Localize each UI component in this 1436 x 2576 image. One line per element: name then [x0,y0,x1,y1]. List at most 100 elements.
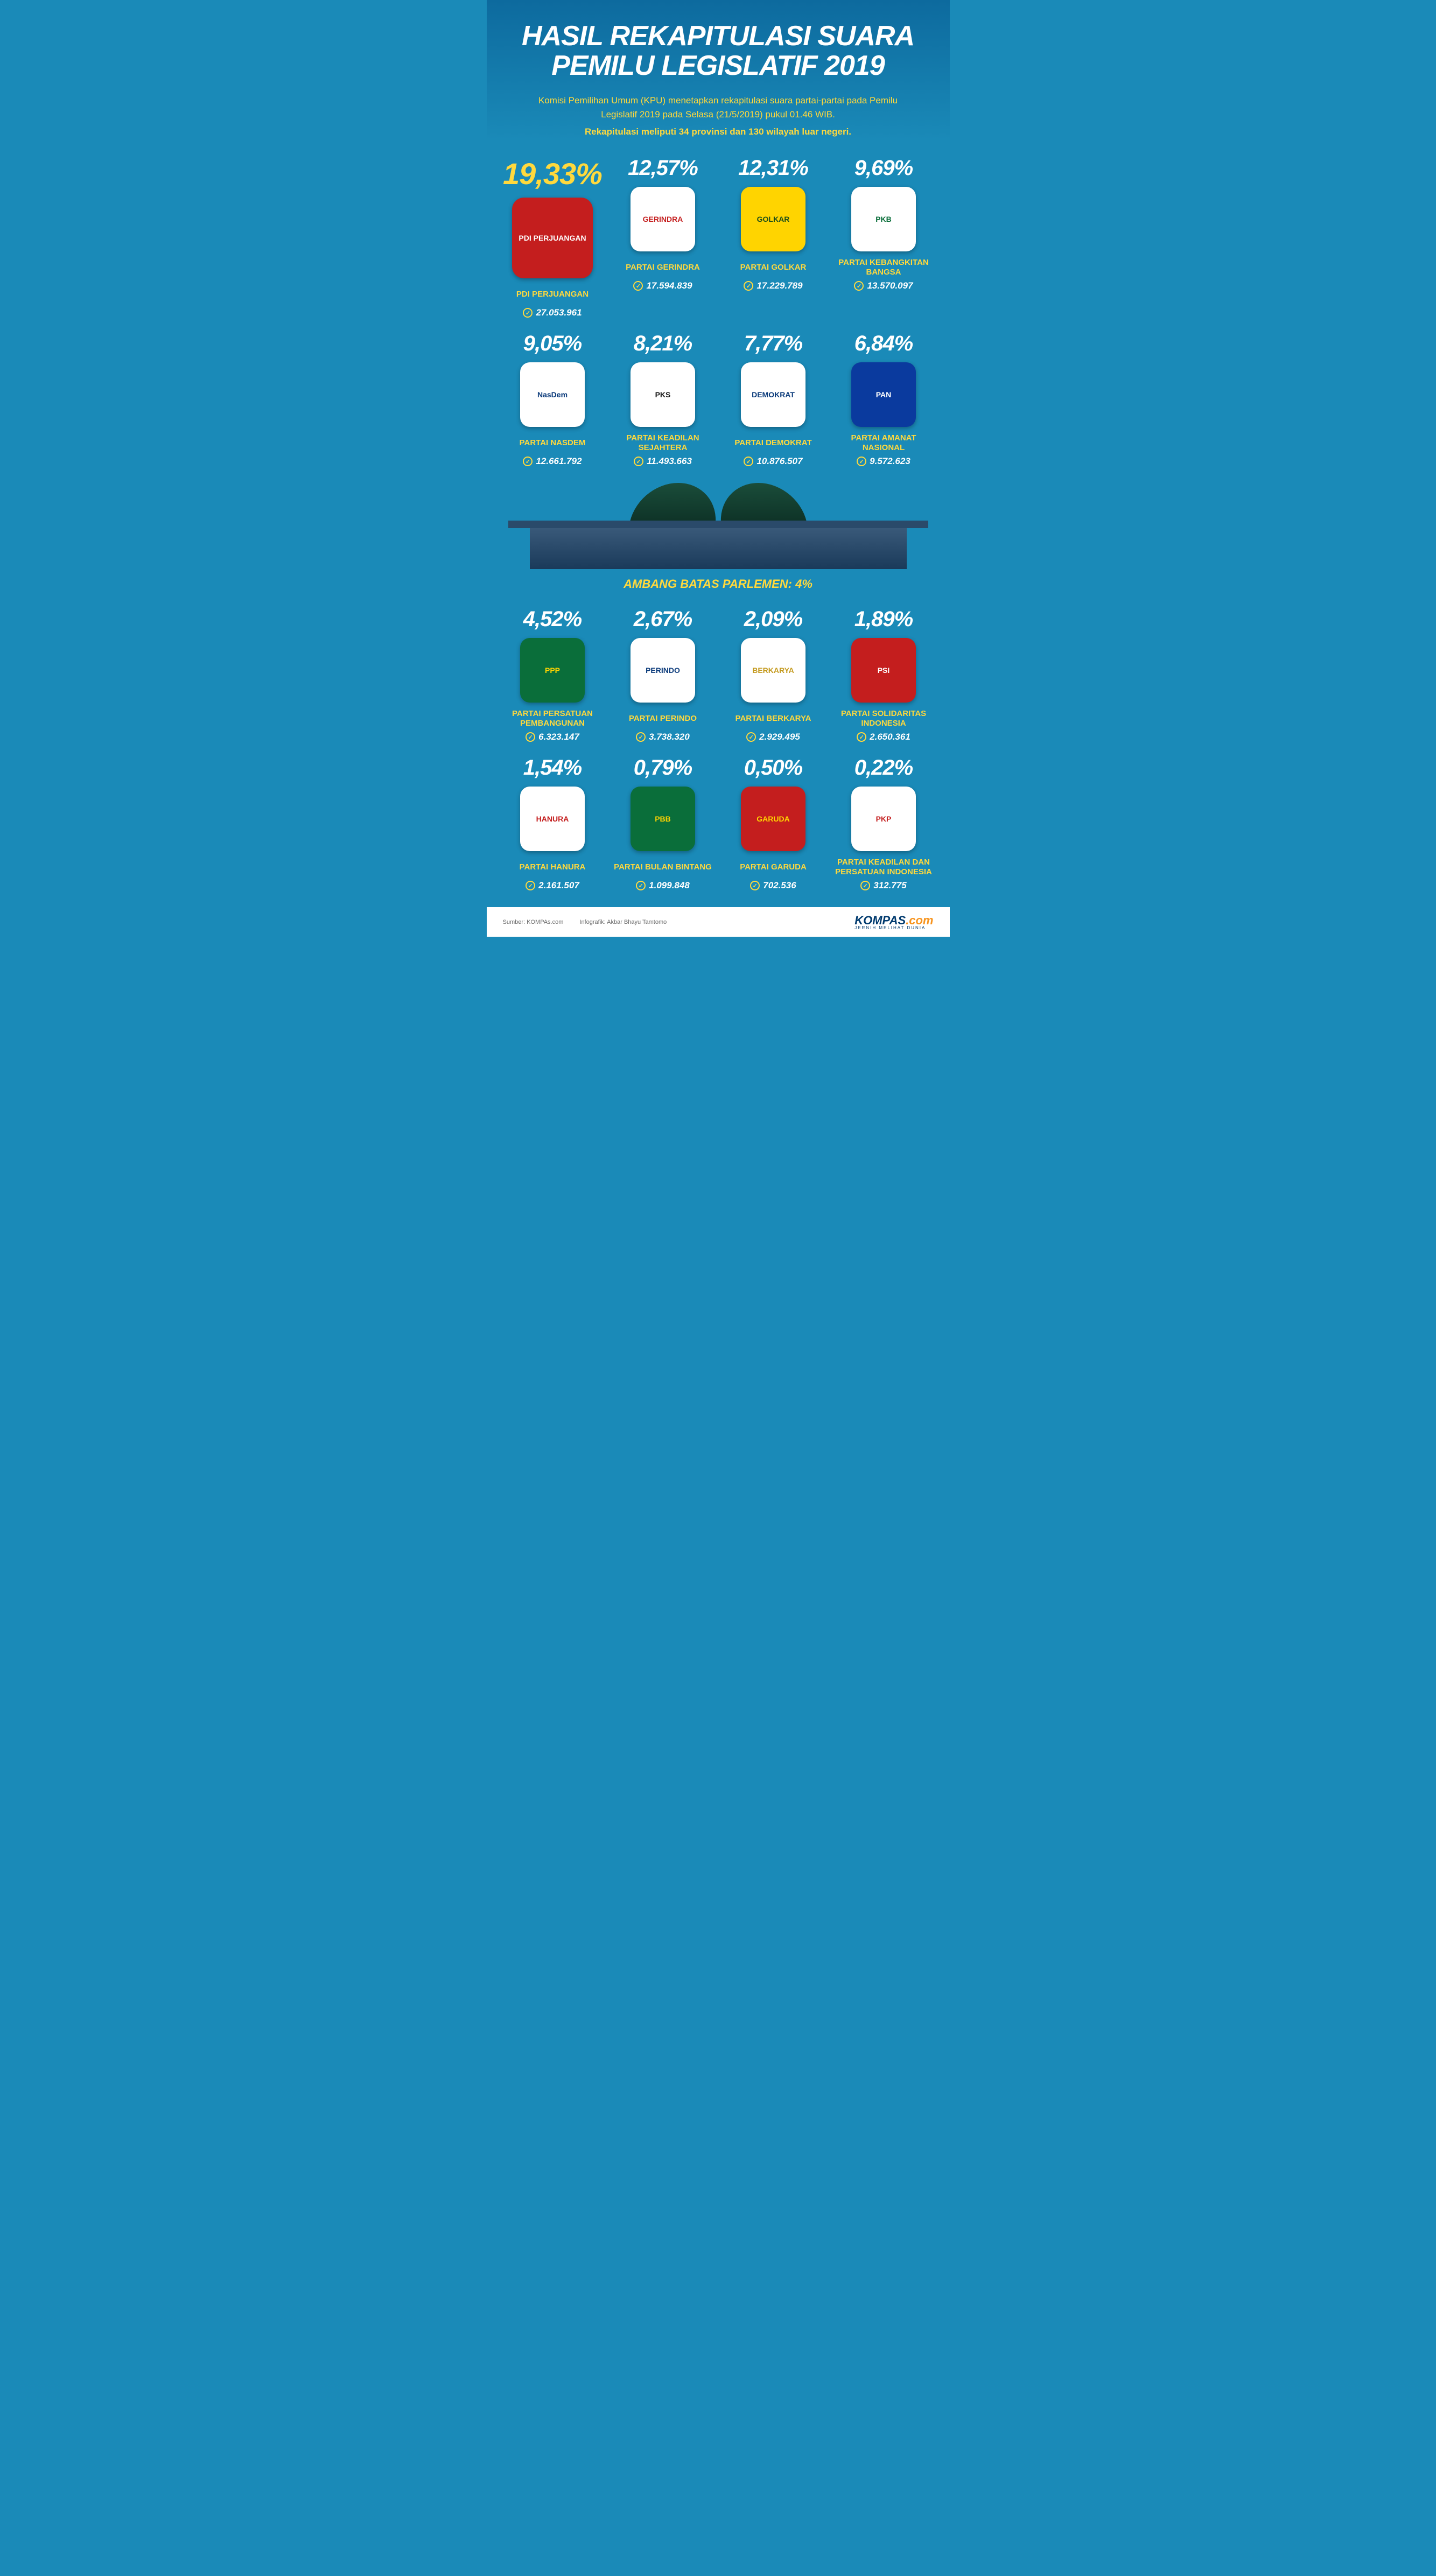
party-card: 1,54% HANURA PARTAI HANURA ✓2.161.507 [503,756,603,891]
party-percentage: 0,50% [724,756,823,780]
party-name: PARTAI DEMOKRAT [724,433,823,453]
party-name: PARTAI BERKARYA [724,709,823,728]
party-logo-icon: PKB [851,187,916,251]
check-icon: ✓ [744,281,753,291]
check-icon: ✓ [523,308,533,318]
check-icon: ✓ [633,281,643,291]
parties-grid-top: 19,33%PDI PERJUANGANPDI PERJUANGAN✓27.05… [503,156,934,467]
party-name: PARTAI AMANAT NASIONAL [834,433,934,453]
party-votes: ✓6.323.147 [503,732,603,742]
party-percentage: 19,33% [503,156,603,191]
check-icon: ✓ [526,732,535,742]
party-card: 2,67% PERINDO PARTAI PERINDO ✓3.738.320 [613,607,713,742]
building-roof-icon [715,483,807,526]
party-votes: ✓3.738.320 [613,732,713,742]
party-percentage: 12,57% [613,156,713,180]
party-votes: ✓2.650.361 [834,732,934,742]
source-text: Sumber: KOMPAs.com [503,919,564,925]
party-card: 0,50% GARUDA PARTAI GARUDA ✓702.536 [724,756,823,891]
party-logo-icon: PDI PERJUANGAN [512,198,593,278]
party-votes: ✓17.594.839 [613,280,713,291]
party-name: PARTAI PERSATUAN PEMBANGUNAN [503,709,603,728]
party-votes: ✓11.493.663 [613,456,713,467]
footer: Sumber: KOMPAs.com Infografik: Akbar Bha… [487,907,950,937]
party-card: 2,09%BERKARYAPARTAI BERKARYA✓2.929.495 [724,607,823,742]
party-logo-icon: PKP [851,787,916,851]
party-card: 4,52%PPPPARTAI PERSATUAN PEMBANGUNAN✓6.3… [503,607,603,742]
party-name: PARTAI BULAN BINTANG [613,858,713,877]
party-card: 19,33%PDI PERJUANGANPDI PERJUANGAN✓27.05… [503,156,603,318]
building-base-icon [530,526,907,569]
check-icon: ✓ [636,732,646,742]
party-logo-icon: PBB [631,787,695,851]
check-icon: ✓ [636,881,646,890]
party-card: 9,69%PKBPARTAI KEBANGKITAN BANGSA✓13.570… [834,156,934,318]
party-logo-icon: PPP [520,638,585,703]
party-name: PARTAI KEADILAN SEJAHTERA [613,433,713,453]
party-votes: ✓2.161.507 [503,880,603,891]
party-card: 0,79% PBB PARTAI BULAN BINTANG ✓1.099.848 [613,756,713,891]
party-percentage: 8,21% [613,332,713,356]
party-votes: ✓702.536 [724,880,823,891]
threshold-label: AMBANG BATAS PARLEMEN: 4% [487,577,950,591]
check-icon: ✓ [857,732,866,742]
party-logo-icon: NasDem [520,362,585,427]
party-votes: ✓312.775 [834,880,934,891]
check-icon: ✓ [526,881,535,890]
party-votes: ✓2.929.495 [724,732,823,742]
party-name: PARTAI NASDEM [503,433,603,453]
party-percentage: 6,84% [834,332,934,356]
party-percentage: 7,77% [724,332,823,356]
party-card: 9,05% NasDem PARTAI NASDEM ✓12.661.792 [503,332,603,467]
party-votes: ✓17.229.789 [724,280,823,291]
subtitle: Komisi Pemilihan Umum (KPU) menetapkan r… [530,94,907,121]
check-icon: ✓ [523,457,533,466]
building-divider: AMBANG BATAS PARLEMEN: 4% [487,483,950,591]
main-title: HASIL REKAPITULASI SUARA PEMILU LEGISLAT… [503,22,934,80]
party-logo-icon: PERINDO [631,638,695,703]
party-percentage: 1,89% [834,607,934,631]
party-logo-icon: PSI [851,638,916,703]
party-logo-icon: GARUDA [741,787,805,851]
party-name: PARTAI KEADILAN DAN PERSATUAN INDONESIA [834,858,934,877]
party-percentage: 12,31% [724,156,823,180]
party-logo-icon: GOLKAR [741,187,805,251]
subtitle-2: Rekapitulasi meliputi 34 provinsi dan 13… [503,127,934,137]
party-name: PARTAI SOLIDARITAS INDONESIA [834,709,934,728]
party-votes: ✓10.876.507 [724,456,823,467]
party-card: 7,77% DEMOKRAT PARTAI DEMOKRAT ✓10.876.507 [724,332,823,467]
party-percentage: 0,79% [613,756,713,780]
party-votes: ✓12.661.792 [503,456,603,467]
infographic-container: HASIL REKAPITULASI SUARA PEMILU LEGISLAT… [487,0,950,937]
party-percentage: 2,09% [724,607,823,631]
party-card: 12,31%GOLKARPARTAI GOLKAR✓17.229.789 [724,156,823,318]
party-percentage: 0,22% [834,756,934,780]
party-name: PARTAI GARUDA [724,858,823,877]
party-logo-icon: PAN [851,362,916,427]
party-card: 1,89% PSI PARTAI SOLIDARITAS INDONESIA ✓2.6… [834,607,934,742]
party-name: PDI PERJUANGAN [503,285,603,304]
check-icon: ✓ [750,881,760,890]
party-percentage: 9,69% [834,156,934,180]
building-roof-icon [629,483,721,526]
party-name: PARTAI PERINDO [613,709,713,728]
party-percentage: 9,05% [503,332,603,356]
parties-grid-bottom: 4,52%PPPPARTAI PERSATUAN PEMBANGUNAN✓6.3… [503,607,934,891]
party-percentage: 2,67% [613,607,713,631]
party-logo-icon: HANURA [520,787,585,851]
party-name: PARTAI GERINDRA [613,258,713,277]
party-card: 12,57% GERINDRA PARTAI GERINDRA ✓17.594.839 [613,156,713,318]
party-card: 6,84% PAN PARTAI AMANAT NASIONAL ✓9.572.623 [834,332,934,467]
party-votes: ✓13.570.097 [834,280,934,291]
party-card: 0,22% PKP PARTAI KEADILAN DAN PERSATUAN IN… [834,756,934,891]
party-votes: ✓9.572.623 [834,456,934,467]
check-icon: ✓ [744,457,753,466]
party-percentage: 1,54% [503,756,603,780]
party-name: PARTAI HANURA [503,858,603,877]
party-votes: ✓1.099.848 [613,880,713,891]
party-logo-icon: GERINDRA [631,187,695,251]
check-icon: ✓ [860,881,870,890]
brand-logo: KOMPAS.com JERNIH MELIHAT DUNIA [854,914,933,930]
party-logo-icon: PKS [631,362,695,427]
party-logo-icon: DEMOKRAT [741,362,805,427]
